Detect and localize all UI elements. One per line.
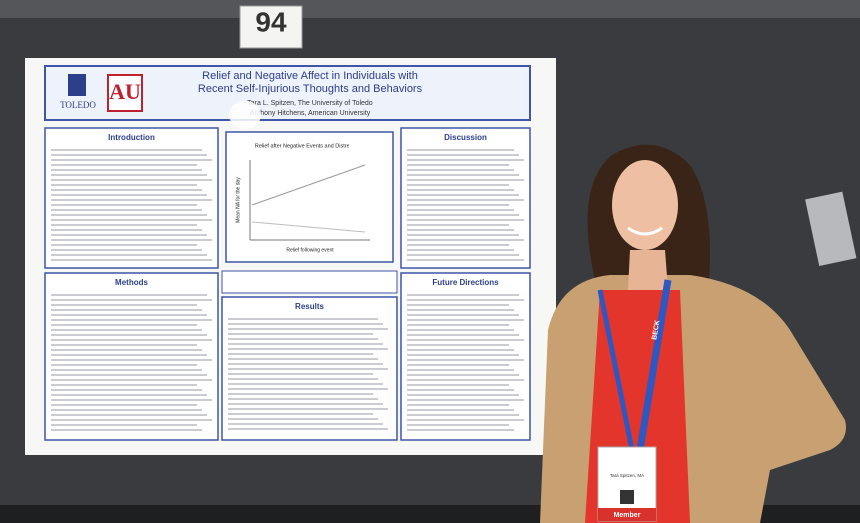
poster-panel — [400, 127, 531, 269]
qr-code — [620, 490, 634, 504]
figure-x-label: Relief following event — [286, 247, 334, 253]
badge-role: Member — [614, 512, 641, 519]
poster-author: Anthony Hitchens, American University — [250, 110, 371, 117]
figure-title: Relief after Negative Events and Distres… — [255, 143, 356, 149]
figure-line — [251, 164, 366, 206]
number-card — [239, 5, 303, 49]
neck — [628, 250, 668, 290]
ut-logo — [68, 74, 86, 96]
section-heading: Methods — [115, 278, 148, 287]
au-mark: AU — [109, 79, 141, 104]
section-heading: Future Directions — [432, 278, 499, 287]
section-heading: Results — [295, 302, 324, 311]
figure-caption — [221, 270, 398, 294]
poster-panels: Introduction Discussion Methods Results Futu… — [44, 127, 531, 441]
au-logo — [107, 74, 143, 112]
figure-panel — [225, 131, 394, 263]
badge-band — [598, 508, 656, 521]
figure-y-label: Mean NA for the day — [235, 177, 241, 223]
poster-author: Tara L. Spitzen, The University of Toled… — [247, 100, 373, 107]
plastic-bag — [805, 191, 857, 267]
lanyard — [597, 289, 635, 451]
logo-text: TOLEDO — [60, 100, 96, 110]
poster-title: Recent Self-Injurious Thoughts and Behav… — [198, 83, 423, 95]
section-heading: Introduction — [108, 133, 155, 142]
lanyard-text: BECK — [651, 320, 661, 341]
smile — [627, 226, 663, 236]
figure-line — [251, 221, 366, 233]
board-top — [0, 0, 860, 18]
glare — [349, 136, 365, 156]
badge-name: Tara Spitzen, MA — [610, 473, 644, 478]
board-number: 94 — [255, 6, 287, 37]
poster-title: Relief and Negative Affect in Individual… — [202, 70, 418, 82]
poster-panel — [400, 272, 531, 441]
glare — [229, 101, 261, 129]
face — [612, 160, 678, 250]
poster-panel — [44, 272, 219, 441]
section-heading: Discussion — [444, 133, 487, 142]
lanyard — [636, 279, 672, 451]
poster-panel — [44, 127, 219, 269]
